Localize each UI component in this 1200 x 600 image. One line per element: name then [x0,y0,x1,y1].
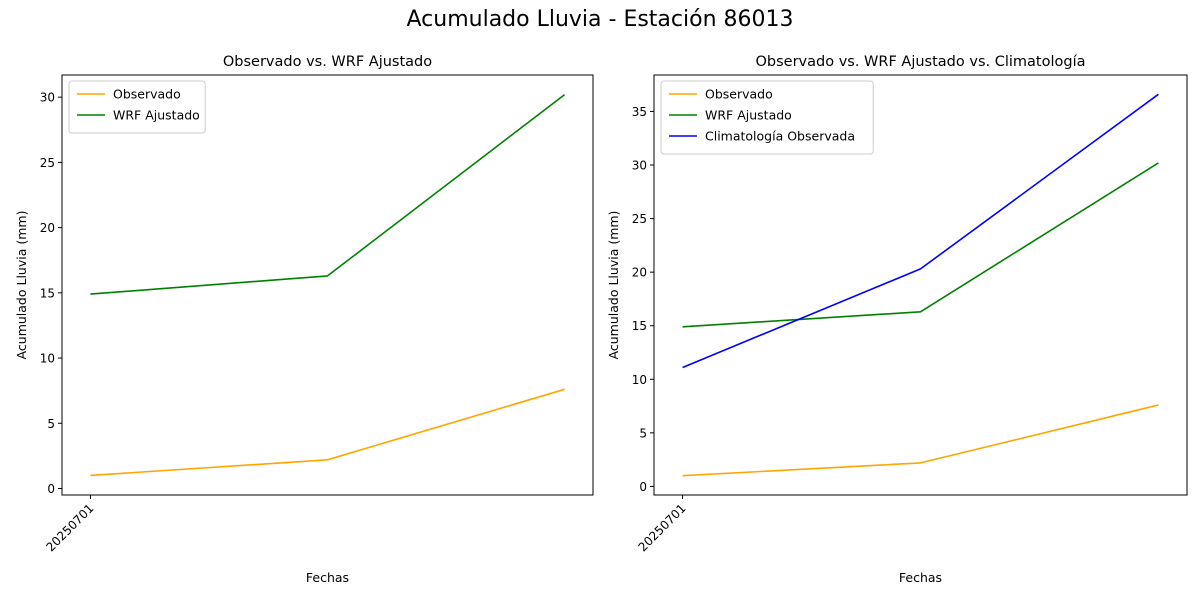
y-tick-label: 15 [632,319,647,333]
chart-panel-left: Observado vs. WRF Ajustado 0 5 10 15 20 25 30 20… [14,54,594,585]
x-axis-label: Fechas [899,570,942,585]
legend-label: Observado [113,87,181,102]
y-tick-label: 5 [47,417,55,431]
y-tick-label: 20 [40,221,55,235]
chart-title: Observado vs. WRF Ajustado vs. Climatolo… [756,54,1086,70]
y-tick-label: 15 [40,286,55,300]
plot-frame [61,74,594,496]
legend: Observado WRF Ajustado Climatología Observ… [660,80,874,155]
figure-suptitle: Acumulado Lluvia - Estación 86013 [406,7,794,32]
y-tick-label: 20 [632,266,647,280]
legend-label: Climatología Observada [705,129,855,144]
series-line-observado [682,404,1159,477]
y-tick-label: 25 [632,212,647,226]
series-line-climatologia [682,93,1159,369]
x-axis-label: Fechas [306,570,349,585]
series-line-wrf [90,93,566,295]
legend-box [660,80,874,155]
y-tick-label: 5 [639,426,647,440]
y-tick-label: 30 [40,91,55,105]
legend-label: WRF Ajustado [705,108,792,123]
legend-label: Observado [705,87,773,102]
chart-title: Observado vs. WRF Ajustado [223,54,432,70]
y-axis-label: Acumulado Lluvia (mm) [606,211,621,360]
y-tick-label: 0 [639,480,647,494]
legend: Observado WRF Ajustado [68,80,206,134]
chart-panel-right: Observado vs. WRF Ajustado vs. Climatolo… [606,54,1188,585]
y-tick-label: 0 [47,482,55,496]
y-axis-label: Acumulado Lluvia (mm) [14,211,29,360]
x-tick-label: 20250701 [43,501,96,554]
y-tick-label: 10 [40,352,55,366]
y-tick-label: 10 [632,373,647,387]
legend-label: WRF Ajustado [113,108,200,123]
x-tick-label: 20250701 [636,501,689,554]
y-tick-label: 35 [632,105,647,119]
y-tick-label: 30 [632,159,647,173]
series-line-observado [90,388,565,477]
series-line-wrf [682,162,1159,328]
y-tick-label: 25 [40,156,55,170]
plot-frame [653,74,1188,496]
